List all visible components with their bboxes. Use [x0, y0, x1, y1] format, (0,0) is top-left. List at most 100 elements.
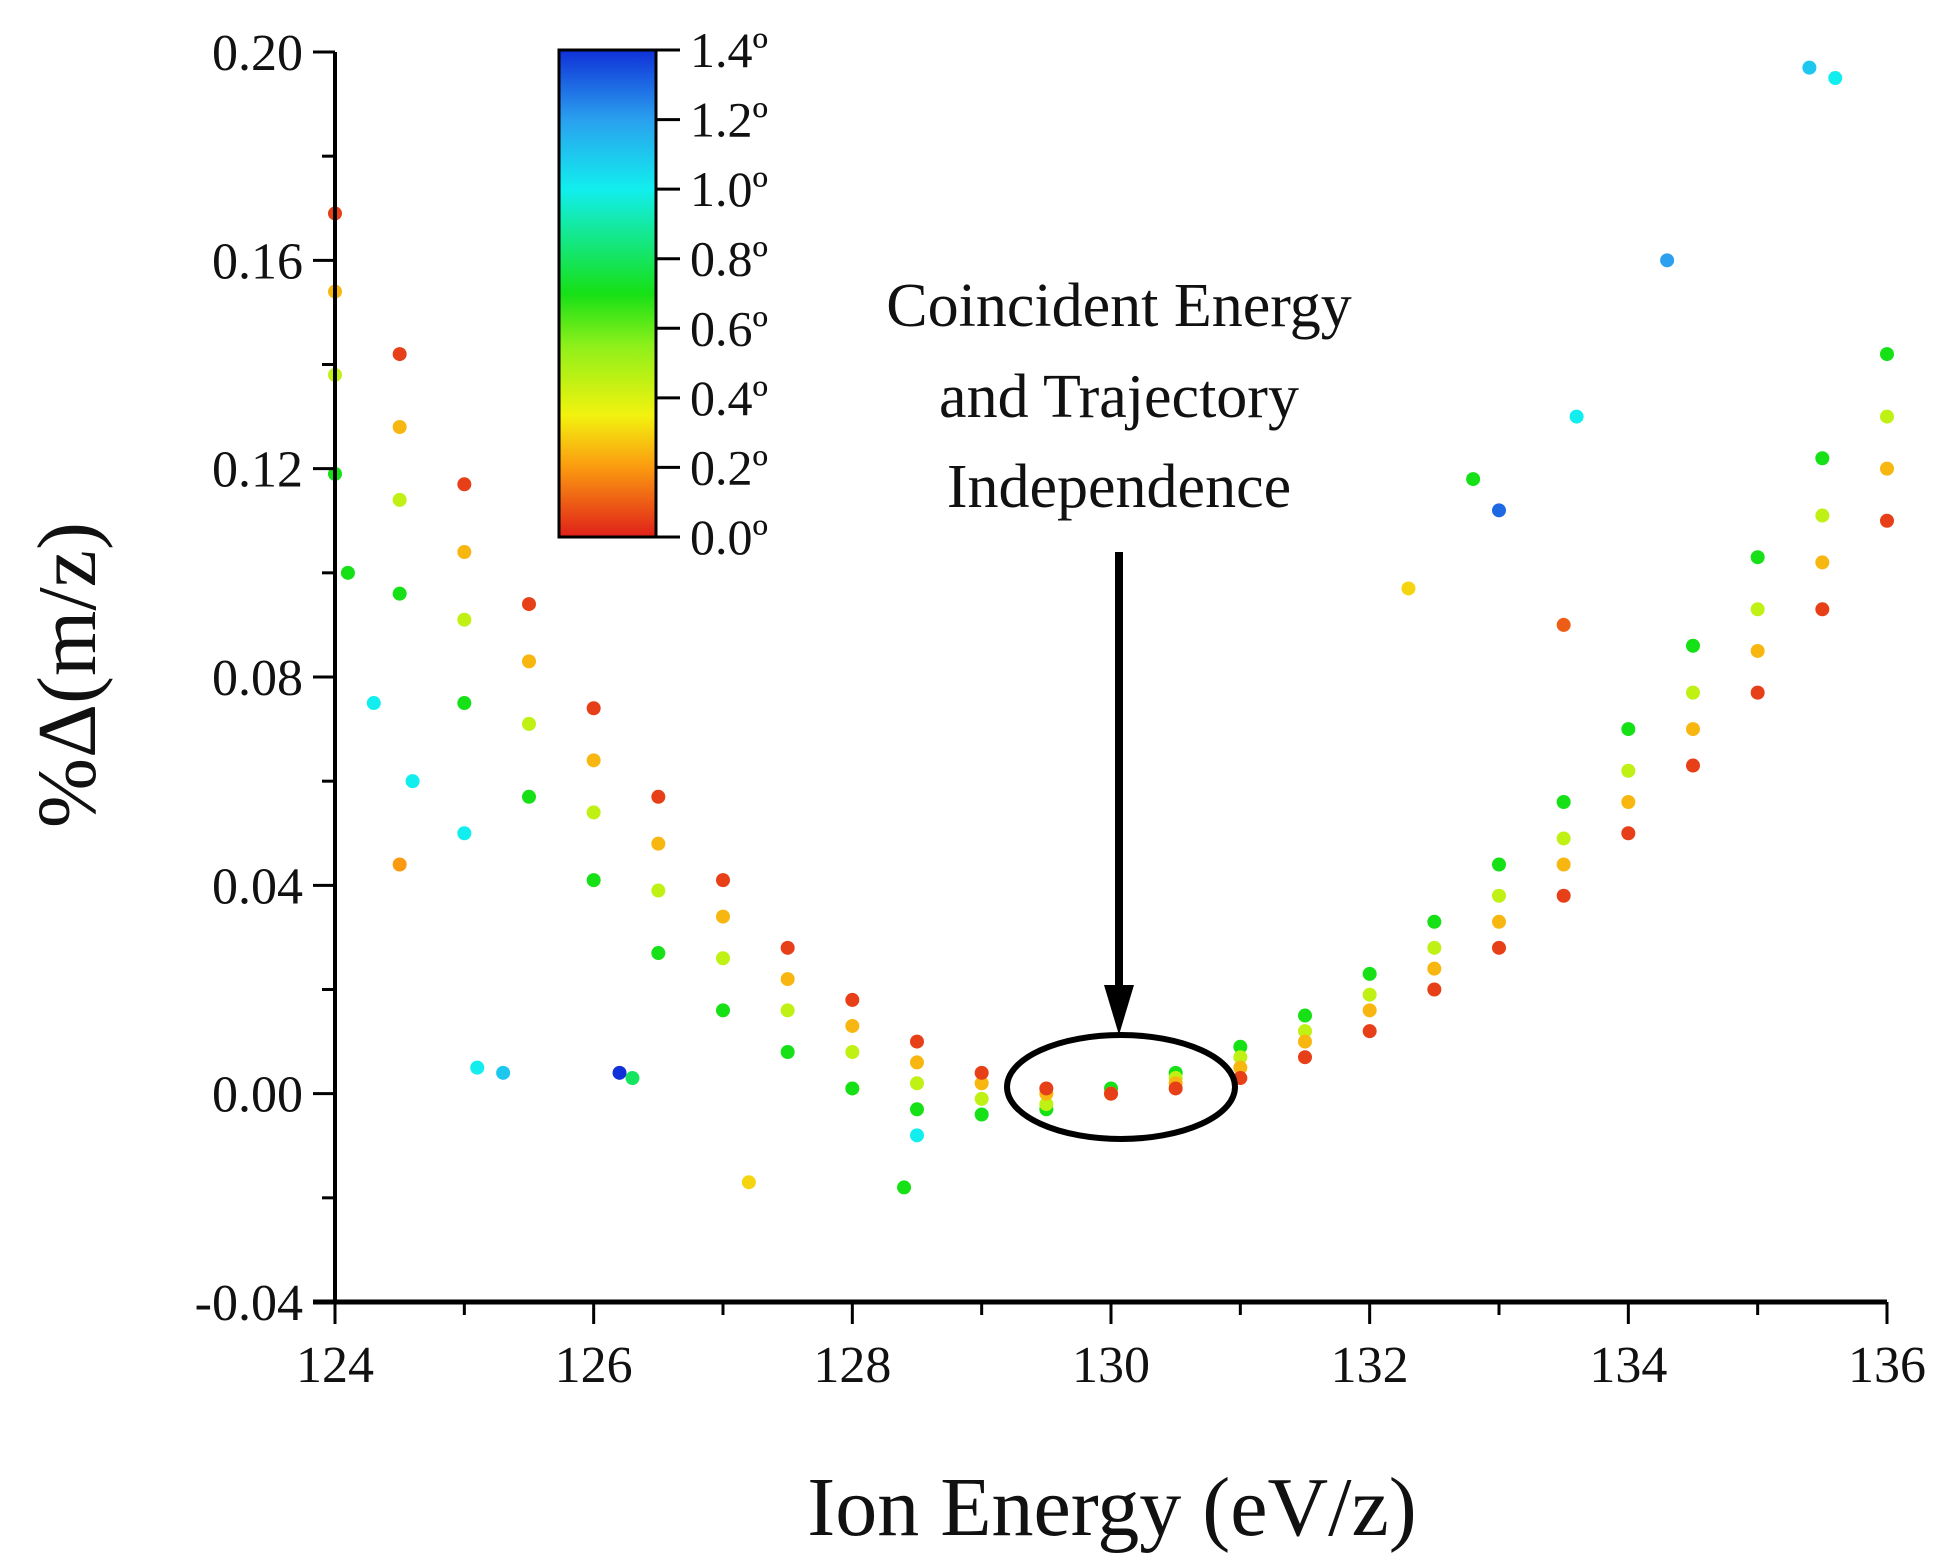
data-point — [1815, 602, 1830, 617]
data-point — [1750, 685, 1765, 700]
data-point — [651, 883, 666, 898]
data-point — [897, 1180, 912, 1195]
data-point — [392, 586, 407, 601]
data-point — [1686, 758, 1700, 773]
data-points — [328, 60, 1894, 1195]
data-point — [1880, 461, 1894, 476]
data-point — [716, 873, 730, 888]
x-tick-label: 132 — [1331, 1337, 1409, 1394]
data-point — [470, 1060, 485, 1075]
data-point — [1298, 1050, 1312, 1065]
data-point — [780, 972, 795, 987]
data-point — [910, 1055, 924, 1070]
data-point — [392, 857, 407, 872]
x-tick-label: 136 — [1848, 1337, 1926, 1394]
data-point — [716, 909, 730, 924]
colorbar-tick-label: 0.2º — [690, 439, 768, 495]
data-point — [522, 789, 536, 804]
data-point — [522, 597, 536, 612]
data-point — [1686, 685, 1700, 700]
data-point — [1466, 472, 1481, 487]
data-point — [457, 477, 472, 492]
data-point — [522, 716, 536, 731]
data-point — [1750, 550, 1765, 565]
data-point — [586, 701, 601, 716]
data-point — [974, 1107, 989, 1122]
x-tick-label: 130 — [1072, 1337, 1150, 1394]
data-point — [974, 1065, 989, 1080]
annotation-line-2: and Trajectory — [939, 363, 1299, 431]
annotation-ellipse — [1004, 1032, 1238, 1142]
data-point — [457, 612, 472, 627]
colorbar-tick-label: 0.4º — [690, 370, 768, 426]
x-axis-title: Ion Energy (eV/z) — [807, 1461, 1417, 1554]
data-point — [1298, 1008, 1312, 1023]
data-point — [651, 836, 666, 851]
data-point — [1880, 409, 1894, 424]
data-point — [1802, 60, 1817, 75]
data-point — [1556, 795, 1571, 809]
data-point — [845, 1018, 860, 1033]
annotation: Coincident Energy and Trajectory Indepen… — [886, 272, 1352, 1142]
data-point — [1427, 940, 1442, 955]
data-point — [845, 1081, 860, 1096]
data-point — [1427, 914, 1442, 929]
data-point — [1427, 982, 1442, 997]
data-point — [1686, 722, 1700, 737]
data-point — [1492, 857, 1506, 872]
colorbar-tick-label: 0.6º — [690, 300, 768, 356]
data-point — [1621, 795, 1636, 809]
data-point — [1686, 638, 1700, 653]
y-tick-label: -0.04 — [195, 1275, 303, 1332]
data-point — [586, 753, 601, 768]
data-point — [1556, 888, 1571, 903]
data-point — [780, 1045, 795, 1059]
data-point — [1492, 503, 1506, 518]
data-point — [845, 1045, 860, 1059]
data-point — [716, 1003, 730, 1018]
data-point — [1815, 508, 1830, 523]
data-point — [845, 992, 860, 1007]
data-point — [457, 826, 472, 841]
data-point — [586, 873, 601, 888]
data-point — [1362, 1003, 1377, 1018]
annotation-line-1: Coincident Energy — [886, 272, 1351, 340]
data-point — [612, 1065, 627, 1080]
data-point — [496, 1065, 511, 1080]
data-point — [974, 1091, 989, 1106]
data-point — [1362, 987, 1377, 1002]
data-point — [1039, 1081, 1054, 1096]
data-point — [1233, 1050, 1248, 1065]
data-point — [1621, 763, 1636, 778]
data-point — [1362, 1024, 1377, 1039]
data-point — [741, 1175, 756, 1190]
data-point — [1815, 555, 1830, 570]
data-point — [522, 654, 536, 669]
data-point — [910, 1076, 924, 1091]
colorbar-tick-label: 1.0º — [690, 161, 768, 217]
data-point — [340, 565, 355, 580]
data-point — [625, 1071, 640, 1086]
y-tick-label: 0.12 — [212, 442, 303, 499]
data-point — [1233, 1039, 1248, 1054]
data-point — [1660, 253, 1675, 268]
y-tick-label: 0.04 — [212, 858, 303, 915]
y-axis-title: %Δ(m/z) — [21, 522, 114, 828]
data-point — [1492, 888, 1506, 903]
data-point — [651, 946, 666, 961]
data-point — [716, 951, 730, 966]
y-tick-label: 0.20 — [212, 25, 303, 82]
data-point — [392, 347, 407, 362]
colorbar: 0.0º 0.2º 0.4º 0.6º 0.8º 1.0º 1.2º 1.4º — [557, 22, 768, 565]
data-point — [457, 696, 472, 711]
axes: 124 126 128 130 132 134 136 -0.04 0.00 0.04 0.08 0.… — [195, 25, 1926, 1394]
data-point — [1556, 857, 1571, 872]
data-point — [780, 1003, 795, 1018]
data-point — [910, 1102, 924, 1117]
x-tick-label: 126 — [555, 1337, 633, 1394]
data-point — [1750, 643, 1765, 658]
data-point — [1298, 1034, 1312, 1049]
data-point — [1168, 1081, 1183, 1096]
y-tick-label: 0.16 — [212, 233, 303, 290]
